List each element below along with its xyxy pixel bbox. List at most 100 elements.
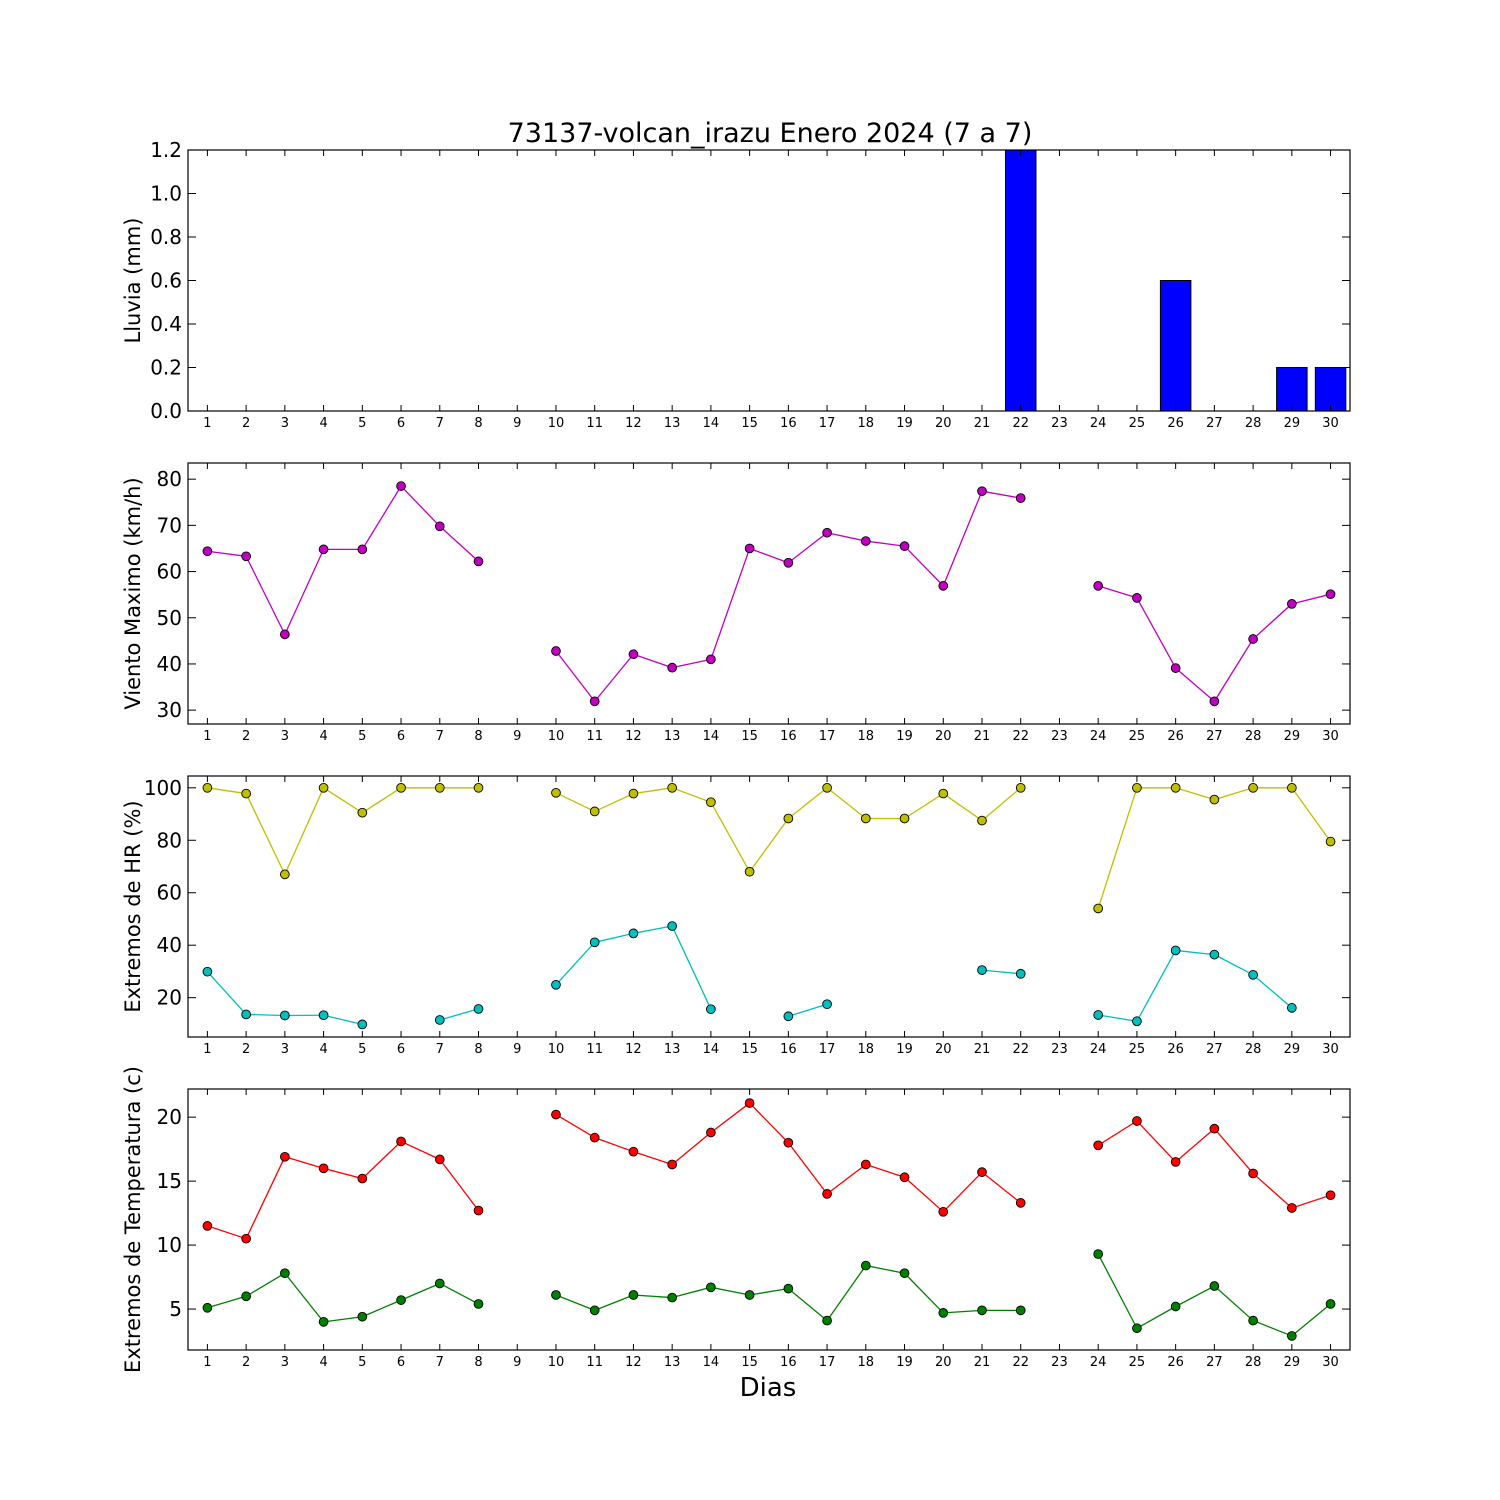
series-2-segment-20: [943, 1309, 983, 1314]
x-tick-label: 28: [1245, 1042, 1262, 1057]
x-tick-label: 1: [203, 1355, 211, 1370]
series-1-point-day-12: [628, 788, 639, 799]
series-1-point-day-25: [1132, 593, 1142, 603]
series-2-segment-18: [865, 1264, 905, 1274]
series-1-point-day-28: [1248, 782, 1258, 793]
series-1-point-day-21: [977, 815, 987, 826]
series-1-point-day-19: [899, 541, 910, 552]
series-1-point-day-18: [860, 536, 871, 546]
series-2-segment-13: [671, 925, 712, 1010]
series-1-point-day-17: [822, 782, 832, 793]
x-tick-label: 20: [935, 1042, 952, 1057]
y-tick-label: 60: [157, 881, 182, 905]
x-tick-label: 26: [1167, 1042, 1184, 1057]
series-1-point-day-22: [1015, 1198, 1026, 1208]
x-tick-label: 17: [819, 416, 836, 431]
series-2-point-day-16: [783, 1011, 794, 1022]
series-2-point-day-6: [396, 1295, 406, 1305]
series-2-point-day-18: [860, 1260, 871, 1271]
series-1-segment-7: [439, 1158, 480, 1211]
x-tick-label: 18: [858, 416, 875, 431]
bar-day-29: [1276, 367, 1308, 412]
series-2-segment-3: [284, 1272, 325, 1323]
series-2-segment-26: [1175, 949, 1215, 956]
series-1-segment-1: [207, 1225, 247, 1240]
series-2-point-day-5: [357, 1311, 368, 1322]
series-2-point-day-17: [822, 1315, 832, 1326]
y-tick-label: 80: [157, 828, 182, 852]
series-2-segment-1: [206, 971, 247, 1015]
series-2-point-day-21: [977, 965, 987, 975]
x-tick-label: 4: [319, 416, 327, 431]
series-1-segment-15: [749, 1102, 789, 1144]
series-2-segment-16: [788, 1003, 828, 1017]
series-2-segment-12: [633, 1294, 673, 1299]
x-tick-label: 28: [1245, 1355, 1262, 1370]
series-1-segment-21: [981, 787, 1022, 822]
x-tick-label: 9: [513, 1355, 521, 1370]
x-tick-label: 11: [586, 416, 603, 431]
panel-3: 1 2 3 4 5 6 7 8 9 10 11 12 13 14 15 16 17 18 19 20 21 22 23 24 2…: [121, 775, 1351, 1057]
series-1-point-day-13: [667, 782, 678, 793]
x-tick-label: 26: [1167, 729, 1184, 744]
x-tick-label: 16: [780, 416, 797, 431]
series-1-point-day-12: [628, 1146, 639, 1157]
series-2-segment-24: [1097, 1253, 1138, 1329]
series-1-point-day-7: [434, 521, 445, 532]
series-1-point-day-29: [1286, 1203, 1297, 1213]
series-1-point-day-10: [551, 787, 561, 798]
x-tick-label: 3: [281, 729, 289, 744]
series-1-segment-24: [1097, 1120, 1138, 1146]
series-1-point-day-18: [860, 813, 871, 824]
series-1-point-day-18: [860, 1159, 871, 1170]
series-2-point-day-1: [202, 966, 213, 977]
series-2-segment-11: [594, 1294, 634, 1311]
series-1-point-day-25: [1132, 1116, 1142, 1126]
x-tick-label: 2: [242, 416, 250, 431]
series-1-segment-14: [710, 1102, 751, 1134]
x-tick-label: 2: [242, 1042, 250, 1057]
axes-frame: [187, 1088, 1351, 1351]
series-2-point-day-29: [1286, 1331, 1297, 1341]
series-1-segment-17: [826, 1163, 867, 1195]
x-tick-label: 7: [436, 416, 444, 431]
x-tick-label: 10: [548, 1042, 565, 1057]
x-tick-label: 4: [319, 1355, 327, 1370]
series-1-segment-3: [284, 549, 325, 635]
series-1-point-day-15: [744, 866, 755, 877]
x-tick-label: 30: [1322, 729, 1339, 744]
x-tick-label: 16: [780, 729, 797, 744]
panel-1: 1 2 3 4 5 6 7 8 9 10 11 12 13 14 15 16 17 18 19 20 21 22 23 24 2…: [121, 138, 1351, 431]
series-2-point-day-7: [434, 1278, 445, 1289]
series-1-segment-10: [555, 650, 596, 702]
series-2-segment-5: [362, 1299, 402, 1318]
series-1-point-day-28: [1248, 634, 1258, 644]
x-tick-label: 21: [974, 729, 991, 744]
y-tick-label: 20: [157, 1105, 182, 1129]
x-tick-label: 3: [281, 1042, 289, 1057]
series-2-point-day-2: [241, 1009, 251, 1020]
series-2-point-day-10: [551, 1290, 561, 1300]
series-2-point-day-26: [1170, 1301, 1181, 1312]
x-tick-label: 26: [1167, 1355, 1184, 1370]
series-1-segment-29: [1291, 1194, 1331, 1209]
series-2-point-day-28: [1248, 969, 1258, 980]
y-tick-label: 0.2: [150, 356, 182, 380]
x-tick-label: 13: [664, 1042, 681, 1057]
series-2-point-day-13: [667, 921, 678, 931]
series-1-segment-17: [826, 787, 867, 819]
series-1-segment-26: [1175, 787, 1215, 801]
y-tick-label: 30: [157, 698, 182, 722]
series-1-point-day-30: [1325, 836, 1336, 847]
series-1-point-day-16: [783, 813, 794, 824]
series-2-segment-29: [1291, 1303, 1331, 1337]
series-1-segment-11: [594, 1137, 634, 1153]
x-tick-label: 17: [819, 1355, 836, 1370]
x-tick-label: 2: [242, 729, 250, 744]
x-tick-label: 30: [1322, 1355, 1339, 1370]
series-2-segment-12: [633, 925, 673, 935]
x-tick-label: 6: [397, 416, 405, 431]
series-1-point-day-8: [473, 782, 484, 793]
x-tick-label: 7: [436, 729, 444, 744]
x-tick-label: 12: [625, 416, 642, 431]
